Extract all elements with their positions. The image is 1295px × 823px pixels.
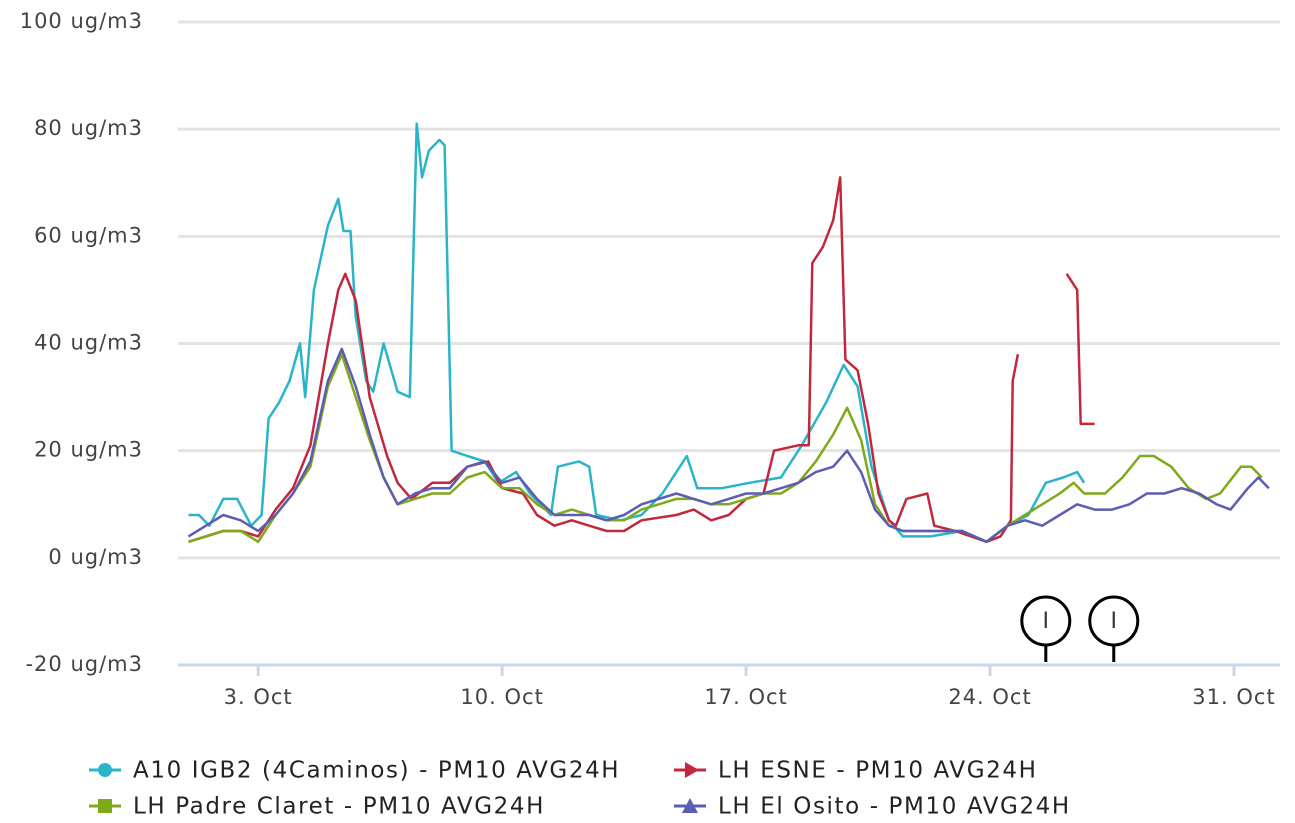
legend-label: LH El Osito - PM10 AVG24H [718,794,1071,820]
flag: I [1088,595,1140,662]
x-tick-label: 31. Oct [1192,685,1275,709]
x-tick-label: 10. Oct [460,685,543,709]
legend-marker [685,762,699,778]
legend-marker [98,799,112,813]
y-tick-label: 40 ug/m3 [34,331,143,355]
series-line [188,352,1263,544]
legend-marker [682,798,698,813]
flag: I [1020,595,1072,662]
y-tick-label: 20 ug/m3 [34,438,143,462]
flag-label: I [1043,609,1050,634]
y-tick-label: 100 ug/m3 [20,9,143,33]
legend-item: LH ESNE - PM10 AVG24H [674,758,1037,784]
legend-label: A10 IGB2 (4Caminos) - PM10 AVG24H [133,758,620,784]
y-tick-label: 80 ug/m3 [34,116,143,140]
legend-item: LH El Osito - PM10 AVG24H [674,794,1071,820]
legend-item: A10 IGB2 (4Caminos) - PM10 AVG24H [89,758,620,784]
x-tick-label: 24. Oct [948,685,1031,709]
flag-head [1088,595,1140,647]
y-tick-label: 0 ug/m3 [48,545,143,569]
legend-marker [98,763,112,777]
legend-label: LH Padre Claret - PM10 AVG24H [133,794,545,820]
y-tick-label: -20 ug/m3 [25,652,143,676]
y-tick-label: 60 ug/m3 [34,223,143,247]
series-line [188,176,1095,544]
x-tick-label: 3. Oct [224,685,293,709]
flag-head [1020,595,1072,647]
series-line [187,347,1270,544]
legend-item: LH Padre Claret - PM10 AVG24H [89,794,545,820]
series-line [188,122,1086,544]
flag-label: I [1111,609,1118,634]
legend-label: LH ESNE - PM10 AVG24H [718,758,1037,784]
x-tick-label: 17. Oct [704,685,787,709]
